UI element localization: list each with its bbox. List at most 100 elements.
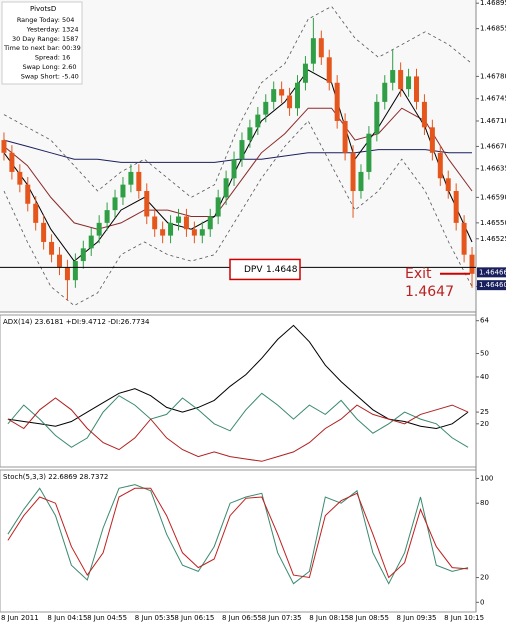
candle-body xyxy=(49,241,55,255)
y-tick-label: 1.46855 xyxy=(480,25,506,33)
panel-title: ADX(14) 23.6181 +DI:9.4712 -DI:26.7734 xyxy=(3,318,150,326)
candle-body xyxy=(57,254,62,268)
info-value: -5.40 xyxy=(62,72,79,80)
x-tick-label: 8 Jun 08:55 xyxy=(349,614,389,622)
candle-body xyxy=(414,76,419,102)
overlay-line xyxy=(3,120,473,307)
candle-body xyxy=(342,120,348,153)
candle-body xyxy=(279,89,285,96)
y-tick-label: 1.46670 xyxy=(480,142,506,150)
candle-body xyxy=(310,38,316,64)
info-value: 1324 xyxy=(62,25,79,33)
x-tick-label: 8 Jun 08:15 xyxy=(309,614,349,622)
x-tick-label: 8 Jun 09:35 xyxy=(396,614,436,622)
adx-panel xyxy=(0,314,477,468)
series-line xyxy=(7,487,469,579)
candle-body xyxy=(9,152,15,172)
candle-body xyxy=(144,191,150,217)
candle-body xyxy=(72,261,78,281)
y-tick-label: 80 xyxy=(480,499,489,507)
candle-body xyxy=(326,57,332,83)
candle-body xyxy=(437,152,443,179)
candle-body xyxy=(160,229,166,236)
candle-body xyxy=(239,140,245,160)
candle-body xyxy=(398,70,404,90)
level-box xyxy=(229,258,301,281)
overlay-line xyxy=(3,139,472,163)
y-tick-label: 1.46745 xyxy=(480,95,506,103)
info-label: Swap Short: xyxy=(21,72,60,80)
candle-body xyxy=(168,222,174,236)
candle-body xyxy=(374,101,380,134)
info-box-bg xyxy=(1,1,83,85)
y-tick-label: 1.46525 xyxy=(480,235,506,243)
candle-body xyxy=(215,197,221,217)
x-tick-label: 8 Jun 06:15 xyxy=(174,614,214,622)
candle-body xyxy=(183,216,189,230)
candle-body xyxy=(271,89,277,102)
info-label: Time to next bar: xyxy=(3,44,60,52)
candle-body xyxy=(33,203,39,223)
candle-body xyxy=(191,229,197,236)
candle-body xyxy=(176,216,181,223)
candle-body xyxy=(382,82,388,102)
y-tick-label: 1.46590 xyxy=(480,193,506,201)
candle-body xyxy=(334,82,340,121)
candle-body xyxy=(318,38,324,58)
y-tick-label: 100 xyxy=(480,474,493,482)
info-value: 504 xyxy=(62,16,74,24)
candle-body xyxy=(429,127,435,153)
series-line xyxy=(7,484,469,585)
candle-body xyxy=(302,63,308,83)
level-value: 1.4648 xyxy=(266,265,298,275)
candle-body xyxy=(445,178,451,192)
y-tick-label: 20 xyxy=(480,574,489,582)
info-label: Yesterday: xyxy=(26,25,60,33)
candle-body xyxy=(128,171,134,185)
candle-body xyxy=(461,222,467,255)
candle-body xyxy=(104,210,110,223)
candle-body xyxy=(41,222,47,242)
x-tick-label: 8 Jun 07:35 xyxy=(262,614,302,622)
exit-value: 1.4647 xyxy=(405,284,454,300)
stoch-panel xyxy=(0,469,477,613)
info-label: 30 Day Range: xyxy=(12,35,60,43)
candle-body xyxy=(406,76,412,90)
candle-body xyxy=(255,114,261,128)
candle-body xyxy=(453,191,459,223)
candle-body xyxy=(25,184,31,204)
exit-label: Exit xyxy=(405,266,432,282)
candle-body xyxy=(80,248,86,262)
x-tick-label: 8 Jun 10:15 xyxy=(444,614,484,622)
y-tick-label: 25 xyxy=(480,408,489,416)
price-mark xyxy=(477,280,506,291)
candle-body xyxy=(295,82,300,109)
candle-body xyxy=(207,216,213,230)
candle-body xyxy=(223,178,229,198)
price-mark-label: 1.46466 xyxy=(479,268,506,276)
candle-body xyxy=(96,222,102,236)
info-box-title: PivotsD xyxy=(30,5,56,13)
overlay-line xyxy=(3,107,473,230)
candle-body xyxy=(120,184,126,198)
candle-body xyxy=(247,127,253,141)
y-tick-label: 0 xyxy=(480,598,484,606)
candle-body xyxy=(390,70,396,83)
info-value: 2.60 xyxy=(62,63,76,71)
candle-body xyxy=(287,95,293,109)
candle-body xyxy=(358,171,364,192)
level-label: DPV xyxy=(244,265,263,275)
candle-body xyxy=(469,254,475,274)
panel-title: Stoch(5,3,3) 22.6869 28.7372 xyxy=(3,473,108,481)
y-tick-label: 1.46550 xyxy=(480,219,506,227)
x-tick-label: 8 Jun 04:15 xyxy=(47,614,87,622)
info-value: 00:39 xyxy=(62,44,81,52)
series-line xyxy=(7,392,469,448)
x-tick-label: 8 Jun 05:35 xyxy=(135,614,175,622)
info-label: Range Today: xyxy=(17,16,60,24)
x-tick-label: 8 Jun 06:55 xyxy=(222,614,262,622)
y-tick-label: 1.46710 xyxy=(480,117,506,125)
y-tick-label: 1.46895 xyxy=(480,0,506,7)
